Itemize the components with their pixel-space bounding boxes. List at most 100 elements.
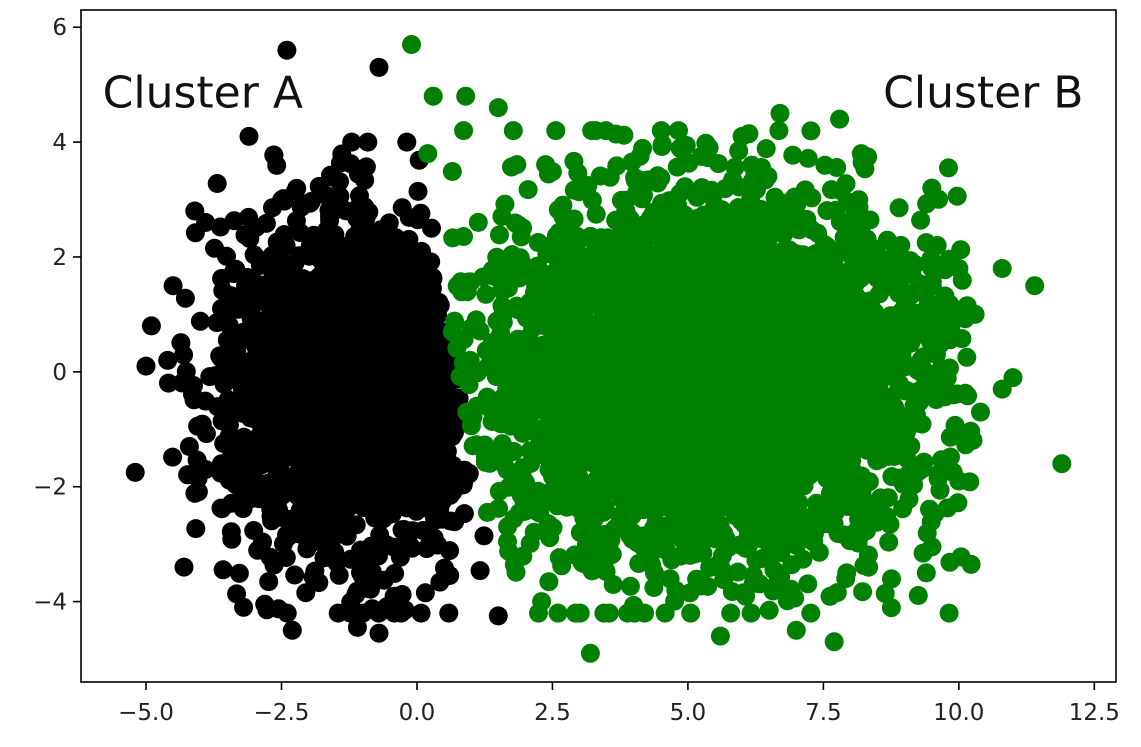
cluster-b-point — [917, 523, 937, 543]
cluster-b-point — [555, 490, 575, 510]
cluster-a-point — [392, 198, 412, 218]
cluster-b-point — [498, 517, 518, 537]
cluster-b-point — [581, 226, 600, 246]
cluster-a-point — [392, 520, 412, 540]
cluster-a-point — [341, 475, 361, 495]
cluster-a-point — [282, 620, 302, 640]
cluster-a-point — [252, 338, 272, 358]
cluster-a-point — [323, 241, 343, 261]
cluster-b-point — [460, 350, 480, 370]
cluster-a-point — [334, 294, 354, 314]
cluster-b-point — [644, 578, 664, 597]
cluster-b-point — [633, 138, 653, 158]
cluster-a-point — [392, 280, 412, 300]
cluster-a-point — [213, 281, 233, 301]
cluster-b-point — [721, 603, 741, 623]
cluster-b-point — [741, 603, 761, 623]
cluster-a-point — [290, 524, 310, 544]
cluster-a-point — [440, 541, 460, 561]
cluster-a-point — [330, 356, 349, 376]
cluster-a-point — [305, 338, 325, 358]
cluster-a-point — [433, 489, 453, 509]
cluster-a-point — [235, 459, 255, 479]
cluster-a-point — [323, 424, 343, 444]
cluster-a-point — [210, 346, 230, 366]
cluster-a-point — [349, 230, 368, 250]
cluster-a-point — [390, 252, 409, 272]
cluster-a-point — [411, 204, 431, 224]
cluster-b-point — [629, 288, 649, 308]
cluster-b-point — [957, 347, 977, 367]
cluster-b-point — [503, 121, 523, 141]
cluster-b-point — [947, 186, 967, 206]
cluster-b-point — [629, 554, 649, 573]
cluster-a-point — [196, 460, 216, 479]
cluster-a-point — [429, 467, 449, 487]
cluster-b-point — [665, 591, 685, 611]
cluster-b-point — [528, 233, 548, 252]
cluster-a-point — [163, 447, 183, 467]
cluster-a-point — [350, 442, 370, 462]
cluster-a-point — [242, 296, 262, 316]
cluster-b-point — [508, 329, 528, 349]
cluster-a-point — [474, 526, 494, 546]
cluster-a-point — [309, 573, 329, 593]
cluster-a-point — [352, 401, 372, 421]
cluster-b-point — [540, 482, 560, 502]
cluster-b-point — [951, 547, 971, 567]
cluster-b-point — [507, 155, 527, 175]
cluster-b-point — [478, 502, 497, 522]
cluster-a-point — [270, 507, 290, 527]
cluster-a-point — [253, 532, 272, 552]
cluster-a-point — [256, 213, 276, 233]
cluster-b-point — [808, 223, 828, 243]
cluster-a-point — [311, 467, 331, 487]
cluster-a-point — [300, 193, 320, 213]
cluster-a-point — [196, 213, 216, 232]
cluster-a-point — [326, 465, 346, 485]
cluster-b-point — [442, 162, 462, 181]
cluster-a-point — [234, 427, 254, 447]
cluster-a-point — [445, 512, 465, 532]
cluster-a-point — [263, 405, 283, 425]
cluster-a-point — [347, 617, 367, 637]
cluster-b-point — [939, 158, 958, 178]
cluster-b-point — [769, 121, 789, 141]
cluster-b-point — [651, 121, 671, 141]
cluster-b-point — [625, 168, 645, 187]
cluster-a-point — [277, 603, 297, 623]
cluster-a-point — [430, 572, 450, 592]
cluster-a-point — [368, 446, 388, 466]
cluster-a-point — [358, 132, 378, 152]
cluster-a-point — [444, 423, 464, 443]
cluster-b-point — [798, 148, 818, 168]
cluster-a-point — [426, 510, 446, 530]
cluster-b-point — [822, 180, 841, 200]
cluster-a-point — [342, 132, 362, 152]
cluster-a-point — [229, 563, 249, 583]
cluster-b-point — [815, 155, 835, 175]
cluster-a-point — [470, 561, 490, 581]
cluster-a-point — [380, 345, 400, 364]
cluster-b-point — [759, 600, 779, 620]
cluster-a-point — [397, 132, 417, 152]
cluster-a-point — [175, 288, 195, 308]
cluster-a-point — [315, 271, 335, 291]
cluster-a-point — [312, 527, 332, 547]
cluster-a-point — [408, 181, 428, 201]
cluster-a-point — [296, 485, 316, 504]
cluster-b-point — [830, 212, 850, 232]
cluster-a-point — [362, 420, 382, 440]
cluster-a-point — [158, 350, 178, 370]
cluster-b-point — [878, 488, 898, 508]
cluster-a-point — [256, 450, 275, 470]
cluster-a-point — [353, 603, 373, 623]
cluster-a-point — [315, 293, 335, 313]
cluster-a-point — [369, 546, 388, 566]
cluster-b-point — [837, 192, 857, 212]
cluster-b-point — [758, 166, 778, 186]
cluster-b-point — [939, 603, 959, 623]
cluster-b-point — [681, 603, 701, 623]
cluster-a-point — [234, 322, 254, 342]
cluster-b-point — [564, 209, 584, 229]
